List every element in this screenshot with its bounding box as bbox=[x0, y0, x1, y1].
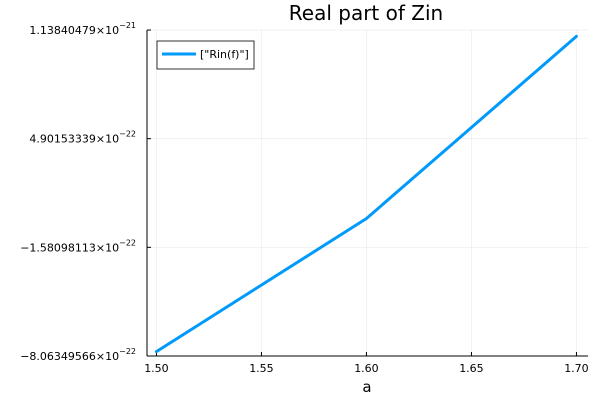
y-tick-label: 1.13840479×10−21 bbox=[29, 21, 136, 37]
x-tick-labels: 1.50 1.55 1.60 1.65 1.70 bbox=[144, 362, 589, 375]
x-tick-label: 1.60 bbox=[354, 362, 379, 375]
chart-title: Real part of Zin bbox=[289, 1, 443, 25]
x-tick-label: 1.65 bbox=[459, 362, 484, 375]
x-tick-label: 1.70 bbox=[564, 362, 589, 375]
series-group bbox=[154, 34, 578, 354]
legend-label-rin: ["Rin(f)"] bbox=[200, 48, 249, 61]
x-axis-label: a bbox=[362, 378, 371, 396]
grid-lines bbox=[147, 29, 588, 357]
legend: ["Rin(f)"] bbox=[156, 40, 255, 70]
series-line-0 bbox=[154, 34, 578, 354]
axes bbox=[146, 29, 588, 357]
y-tick-label: −1.58098113×10−22 bbox=[20, 238, 136, 254]
y-tick-label: 4.90153339×10−22 bbox=[29, 130, 136, 146]
x-tick-label: 1.50 bbox=[144, 362, 169, 375]
y-tick-labels: −8.06349566×10−22 −1.58098113×10−22 4.9015… bbox=[20, 21, 136, 363]
x-tick-label: 1.55 bbox=[249, 362, 274, 375]
y-tick-label: −8.06349566×10−22 bbox=[20, 347, 136, 363]
